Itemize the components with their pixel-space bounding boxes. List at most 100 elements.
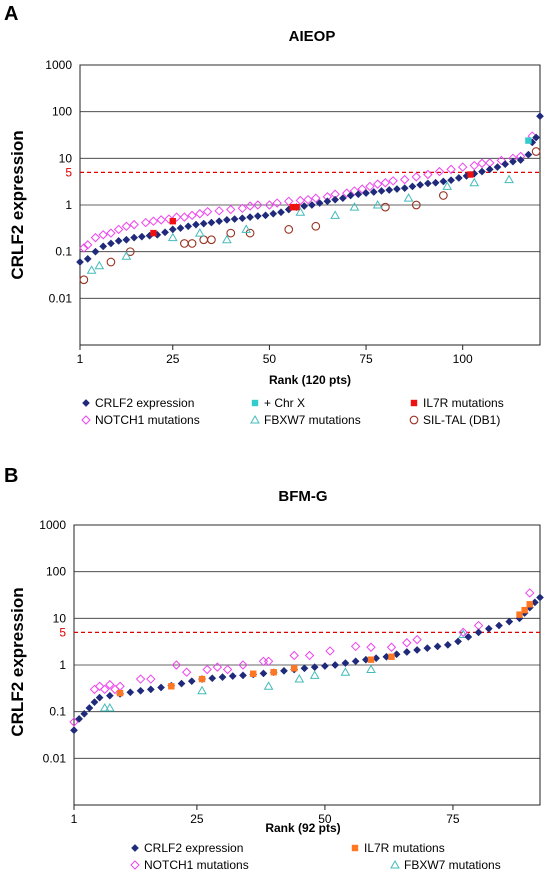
notch1-point: [434, 166, 445, 177]
crlf2-point: [346, 191, 355, 200]
legend-marker-crlf2: [131, 844, 139, 852]
crlf2-point: [351, 657, 360, 666]
chrx-point: [525, 137, 532, 144]
panel-b-y-ticks: 1000 100 10 1 0.1 0.01: [39, 518, 66, 765]
y-tick-label: 10: [59, 151, 73, 165]
notch1-point: [289, 650, 299, 661]
crlf2-point: [485, 165, 494, 174]
legend-marker-crlf2: [82, 399, 90, 407]
notch1-point: [195, 209, 205, 219]
notch1-point: [237, 203, 248, 214]
crlf2-point: [416, 180, 425, 189]
siltal-point: [411, 200, 421, 210]
il7r-point: [198, 675, 206, 683]
il7r-point: [116, 689, 124, 697]
crlf2-point: [310, 663, 319, 672]
fbxw7-point: [197, 685, 207, 695]
fbxw7-point: [99, 702, 110, 712]
notch1-point: [187, 210, 197, 221]
crlf2-point: [222, 215, 231, 224]
siltal-point: [311, 221, 321, 231]
panel-a-y-axis-label: CRLF2 expression: [8, 130, 27, 279]
x-tick-label: 100: [453, 352, 473, 366]
y-tick-label: 10: [53, 611, 67, 625]
crlf2-point: [246, 213, 255, 222]
notch1-point: [98, 230, 108, 240]
notch1-point: [311, 193, 321, 203]
fbxw7-point: [194, 228, 205, 237]
notch1-point: [245, 201, 255, 211]
fbxw7-point: [372, 199, 383, 209]
notch1-point: [105, 679, 115, 690]
legend-label-siltal: SIL-TAL (DB1): [423, 413, 500, 427]
legend-marker-siltal: [409, 415, 419, 425]
legend-marker-il7r: [410, 399, 418, 407]
panel-a-data-points: [76, 112, 544, 285]
notch1-point: [202, 664, 212, 675]
crlf2-point: [184, 222, 193, 231]
il7r-point: [293, 203, 300, 211]
notch1-point: [181, 667, 192, 677]
notch1-point: [214, 206, 224, 216]
crlf2-point: [474, 628, 483, 637]
notch1-point: [525, 588, 535, 598]
crlf2-point: [484, 624, 493, 633]
crlf2-point: [447, 176, 456, 185]
fbxw7-point: [403, 193, 414, 202]
notch1-point: [386, 642, 397, 652]
notch1-point: [90, 232, 101, 243]
crlf2-point: [377, 186, 386, 195]
notch1-point: [121, 221, 132, 231]
x-tick-label: 75: [446, 812, 460, 826]
panel-a-threshold-label: 5: [65, 165, 72, 179]
il7r-point: [516, 611, 523, 618]
legend-marker-notch1: [130, 860, 140, 870]
crlf2-point: [433, 642, 442, 651]
crlf2-point: [369, 188, 378, 196]
crlf2-point: [393, 185, 401, 193]
crlf2-point: [136, 686, 145, 695]
siltal-point: [531, 147, 541, 156]
legend-marker-fbxw7: [250, 414, 260, 424]
notch1-point: [458, 627, 468, 638]
crlf2-point: [76, 258, 84, 266]
fbxw7-point: [330, 210, 340, 219]
notch1-point: [380, 178, 391, 188]
fbxw7-point: [295, 207, 306, 216]
notch1-point: [365, 181, 375, 192]
fbxw7-point: [366, 664, 376, 674]
crlf2-point: [176, 224, 185, 233]
legend-label-crlf2: CRLF2 expression: [144, 841, 243, 855]
fbxw7-point: [86, 265, 97, 274]
il7r-point: [289, 203, 296, 211]
crlf2-point: [280, 666, 288, 675]
crlf2-point: [307, 201, 316, 209]
crlf2-point: [70, 726, 78, 735]
notch1-point: [113, 224, 124, 235]
crlf2-point: [105, 691, 114, 700]
legend-label-fbxw7: FBXW7 mutations: [404, 858, 501, 872]
legend-label-il7r: IL7R mutations: [364, 841, 445, 855]
il7r-point: [169, 217, 176, 225]
crlf2-point: [300, 664, 309, 673]
crlf2-point: [228, 672, 237, 680]
x-tick-label: 50: [318, 812, 332, 826]
panel-a-letter: A: [4, 3, 18, 25]
fbxw7-point: [309, 670, 320, 679]
crlf2-point: [402, 648, 411, 656]
crlf2-point: [320, 662, 329, 670]
y-tick-label: 1000: [45, 58, 72, 72]
il7r-point: [367, 656, 375, 663]
crlf2-point: [338, 194, 347, 203]
crlf2-point: [516, 156, 525, 164]
crlf2-point: [146, 685, 155, 694]
panel-b-letter: B: [4, 465, 18, 487]
crlf2-point: [524, 150, 533, 159]
il7r-point: [250, 670, 257, 677]
notch1-point: [83, 240, 93, 250]
notch1-point: [303, 194, 313, 205]
panel-b-legend: CRLF2 expression IL7R mutations NOTCH1 mut…: [130, 841, 501, 872]
crlf2-point: [413, 646, 422, 654]
legend-label-notch1: NOTCH1 mutations: [144, 858, 249, 872]
